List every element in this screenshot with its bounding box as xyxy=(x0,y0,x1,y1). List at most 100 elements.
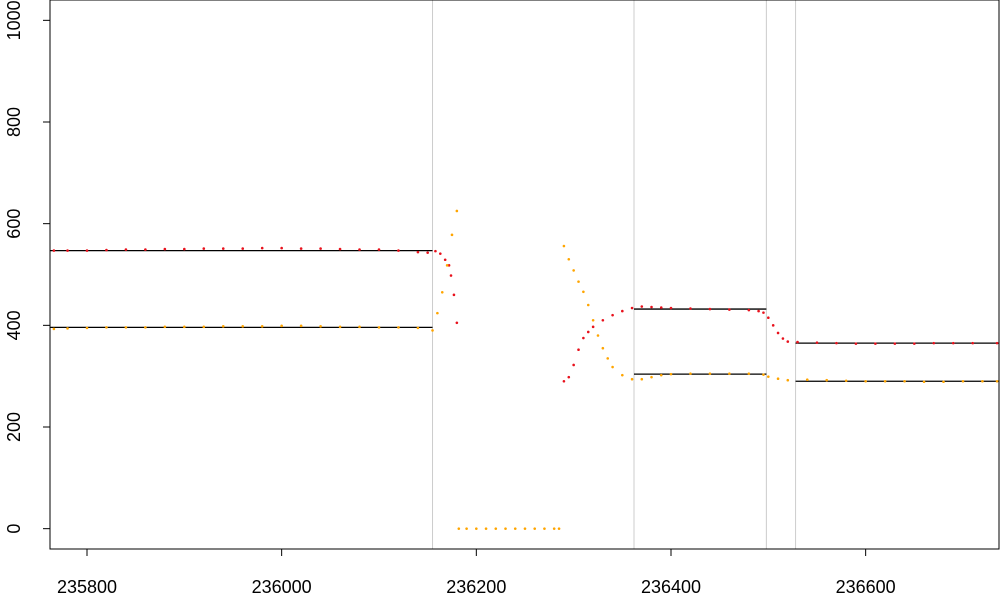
data-point-orange xyxy=(504,527,507,530)
data-point-red xyxy=(762,311,765,314)
data-point-orange xyxy=(124,326,128,329)
data-point-red xyxy=(776,331,780,335)
data-point-red xyxy=(601,318,605,322)
data-point-orange xyxy=(776,377,780,381)
data-point-red xyxy=(913,342,916,345)
data-point-orange xyxy=(397,326,400,329)
y-tick-label: 800 xyxy=(4,107,24,137)
data-point-red xyxy=(835,341,838,345)
data-point-red xyxy=(221,247,225,250)
data-point-orange xyxy=(319,325,322,328)
data-point-orange xyxy=(105,326,108,329)
x-tick-label: 236400 xyxy=(641,577,701,597)
data-point-red xyxy=(995,341,999,345)
x-tick-label: 236000 xyxy=(252,577,312,597)
data-point-red xyxy=(439,252,442,255)
data-point-orange xyxy=(942,380,945,384)
data-point-orange xyxy=(416,326,420,330)
data-point-red xyxy=(562,379,566,383)
data-point-red xyxy=(893,342,897,345)
data-point-orange xyxy=(377,326,381,329)
data-point-red xyxy=(796,340,799,344)
data-point-orange xyxy=(621,373,624,377)
data-point-red xyxy=(449,274,453,277)
data-point-orange xyxy=(202,325,206,329)
data-point-red xyxy=(971,341,975,345)
data-points xyxy=(52,209,999,530)
data-point-red xyxy=(567,375,571,379)
data-point-orange xyxy=(513,527,517,530)
data-point-orange xyxy=(883,379,887,383)
data-point-orange xyxy=(922,380,926,384)
data-point-orange xyxy=(981,379,984,383)
data-point-orange xyxy=(762,373,765,376)
data-point-red xyxy=(669,306,673,310)
data-point-orange xyxy=(533,527,537,530)
data-point-red xyxy=(183,247,186,251)
data-point-orange xyxy=(572,269,575,272)
data-point-orange xyxy=(650,375,653,379)
data-point-red xyxy=(815,341,819,344)
data-point-orange xyxy=(66,327,69,330)
data-point-orange xyxy=(747,372,751,375)
data-point-orange xyxy=(52,327,56,331)
data-point-orange xyxy=(825,378,829,382)
data-point-orange xyxy=(640,377,644,381)
data-point-orange xyxy=(767,375,770,378)
data-point-red xyxy=(358,248,361,251)
data-point-red xyxy=(280,246,283,250)
data-point-red xyxy=(874,342,877,345)
y-tick-label: 200 xyxy=(4,412,24,442)
data-point-red xyxy=(640,305,644,308)
data-point-orange xyxy=(144,326,147,329)
data-point-orange xyxy=(183,325,186,329)
data-point-orange xyxy=(689,372,692,375)
data-point-orange xyxy=(85,326,89,330)
data-point-red xyxy=(767,316,770,320)
breakpoint-lines xyxy=(432,0,797,549)
data-point-orange xyxy=(995,379,999,383)
data-point-orange xyxy=(221,325,225,328)
data-point-red xyxy=(124,248,128,251)
segment-lines xyxy=(50,249,999,382)
data-point-red xyxy=(85,249,89,252)
data-point-red xyxy=(319,247,322,250)
x-tick-label: 236600 xyxy=(836,577,896,597)
data-point-red xyxy=(659,306,663,309)
data-point-orange xyxy=(280,324,283,328)
data-point-red xyxy=(447,264,451,267)
data-point-orange xyxy=(586,303,590,307)
data-point-orange xyxy=(601,346,605,350)
data-point-red xyxy=(163,247,167,251)
data-point-orange xyxy=(455,209,459,213)
data-point-red xyxy=(377,248,381,251)
data-point-orange xyxy=(552,527,556,530)
data-point-orange xyxy=(543,527,546,530)
data-point-orange xyxy=(557,527,561,530)
data-point-orange xyxy=(708,372,712,375)
data-point-red xyxy=(434,249,437,253)
data-point-red xyxy=(650,305,653,309)
data-point-orange xyxy=(864,379,867,383)
data-point-orange xyxy=(591,318,595,322)
data-point-orange xyxy=(611,365,614,369)
data-point-red xyxy=(854,342,858,345)
y-tick-label: 0 xyxy=(4,524,24,534)
data-point-red xyxy=(260,246,264,250)
data-point-red xyxy=(338,247,342,251)
data-point-orange xyxy=(844,379,848,383)
data-point-red xyxy=(747,308,751,312)
y-tick-label: 600 xyxy=(4,209,24,239)
data-point-red xyxy=(630,306,634,310)
data-point-orange xyxy=(440,290,444,294)
data-point-orange xyxy=(805,378,809,382)
data-point-red xyxy=(586,330,590,334)
data-point-red xyxy=(66,249,69,252)
data-point-red xyxy=(577,348,580,352)
data-point-orange xyxy=(562,244,566,248)
data-point-orange xyxy=(606,357,610,360)
data-point-red xyxy=(299,247,303,250)
data-point-red xyxy=(241,247,245,250)
data-point-red xyxy=(452,293,456,297)
